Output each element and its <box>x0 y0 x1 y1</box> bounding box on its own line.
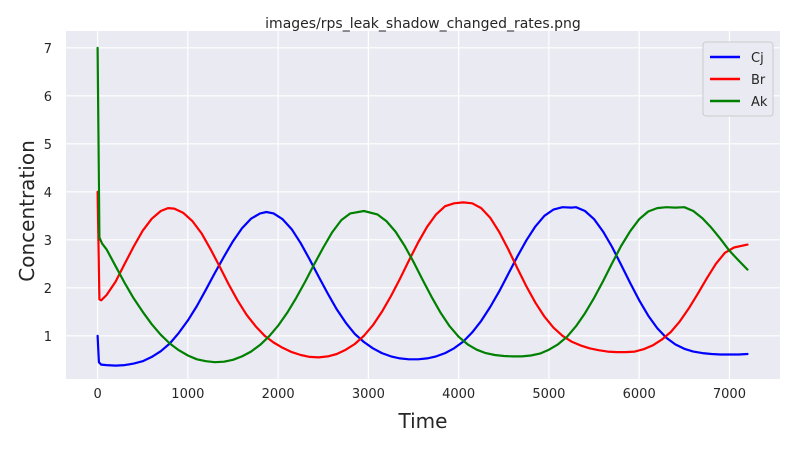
gridlines <box>66 31 780 379</box>
y-tick-label: 3 <box>44 234 52 249</box>
y-tick-label: 1 <box>44 330 52 345</box>
y-axis-label: Concentration <box>15 140 39 281</box>
x-tick-label: 1000 <box>171 387 204 402</box>
x-tick-label: 5000 <box>532 387 565 402</box>
x-axis-label: Time <box>398 409 448 433</box>
x-tick-label: 4000 <box>442 387 475 402</box>
series-line-cj <box>96 206 749 367</box>
chart-title: images/rps_leak_shadow_changed_rates.png <box>265 16 581 32</box>
series-lines <box>96 46 749 367</box>
legend-label-br: Br <box>751 73 766 88</box>
y-tick-label: 2 <box>44 282 52 297</box>
x-axis-ticks: 0 1000 2000 3000 4000 5000 6000 7000 <box>93 387 746 402</box>
plot-area <box>66 31 780 379</box>
x-tick-label: 3000 <box>352 387 385 402</box>
legend: Cj Br Ak <box>702 41 774 117</box>
x-tick-label: 6000 <box>623 387 656 402</box>
series-line-ak <box>96 46 749 364</box>
y-axis-ticks: 1 2 3 4 5 6 7 <box>44 42 52 345</box>
y-tick-label: 4 <box>44 186 52 201</box>
y-tick-label: 7 <box>44 42 52 57</box>
x-tick-label: 0 <box>93 387 101 402</box>
x-tick-label: 2000 <box>262 387 295 402</box>
y-tick-label: 6 <box>44 90 52 105</box>
y-tick-label: 5 <box>44 138 52 153</box>
legend-label-ak: Ak <box>751 95 768 110</box>
x-tick-label: 7000 <box>713 387 746 402</box>
legend-label-cj: Cj <box>751 51 764 66</box>
series-line-br <box>96 190 749 359</box>
